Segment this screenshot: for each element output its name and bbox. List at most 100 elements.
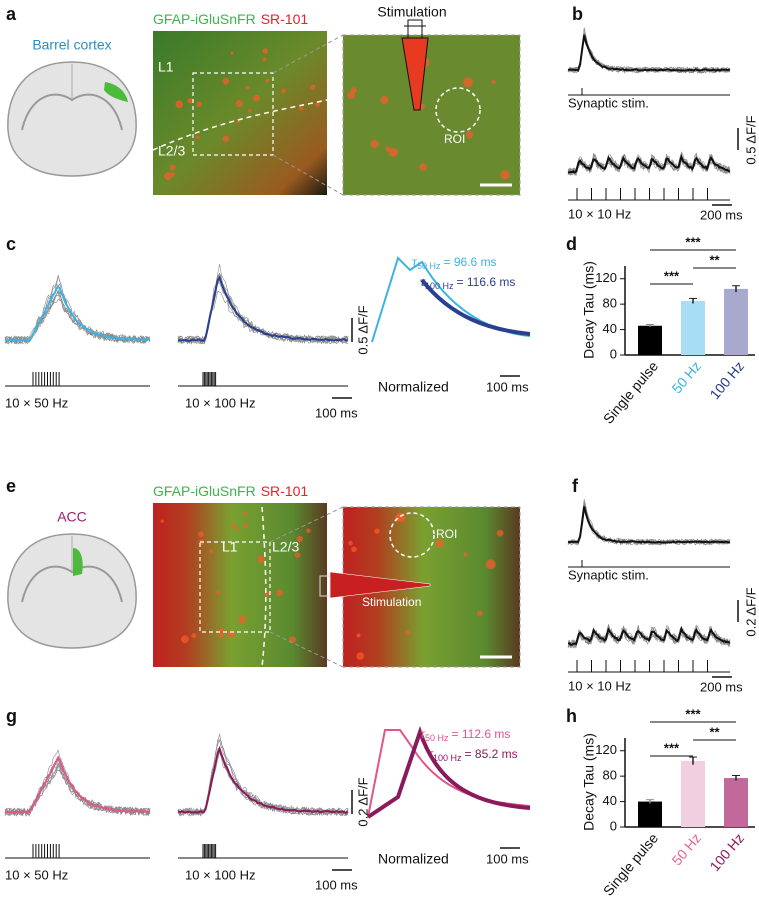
image-header: GFAP-iGluSnFR SR-101 (153, 483, 308, 499)
x-tick-label: 50 Hz (668, 830, 704, 868)
y-tick-label: 0 (610, 818, 617, 833)
roi-circle (389, 512, 435, 558)
y-axis-title: Decay Tau (ms) (581, 261, 597, 359)
panel-label: g (6, 706, 17, 726)
trace (4, 763, 151, 817)
scale-label: 100 ms (486, 379, 529, 394)
tau-label: τ100 Hz = 85.2 ms (428, 747, 518, 763)
tau-symbol: τ (420, 275, 426, 290)
cell (294, 552, 301, 559)
zoom-box (192, 72, 274, 156)
trace (4, 762, 151, 817)
cell (463, 77, 473, 88)
mean-trace (567, 34, 731, 72)
tau-subscript: 100 Hz (433, 753, 462, 763)
cell (245, 86, 250, 90)
dye-label: SR-101 (261, 11, 309, 27)
trace (567, 499, 731, 546)
y-tick-label: 0 (610, 346, 617, 361)
bar (724, 778, 748, 827)
trace-label: Synaptic stim. (568, 567, 649, 582)
scale-label: 100 ms (486, 851, 529, 866)
tau-value: = 112.6 ms (452, 727, 511, 741)
y-tick-label: 40 (603, 793, 617, 808)
bar (681, 300, 705, 355)
cell (238, 615, 246, 624)
cell (235, 100, 243, 108)
cell (160, 519, 164, 523)
cell (236, 119, 241, 124)
tau-label: τ50 Hz = 112.6 ms (420, 727, 510, 743)
tau-symbol: τ (428, 747, 434, 762)
scale-label: 0.2 ΔF/F (355, 777, 370, 826)
cell (419, 163, 427, 171)
electrode-top (319, 575, 331, 597)
stimulation-label: Stimulation (362, 595, 421, 609)
cell (491, 79, 496, 85)
indicator-label: GFAP-iGluSnFR (153, 11, 256, 27)
trace (4, 291, 151, 345)
roi-circle (435, 87, 481, 133)
trace (567, 28, 730, 74)
tau-symbol: τ (412, 255, 418, 270)
panel-group: a b c d Barrel cortex GFAP-iGluSnFR SR-101 L1 L2… (4, 4, 758, 427)
cell (243, 511, 247, 516)
cell (496, 529, 504, 537)
cell (306, 528, 311, 534)
trace (4, 759, 151, 817)
zoom-box (199, 541, 271, 633)
scale-label: 100 ms (315, 877, 358, 892)
stim-label: 10 × 50 Hz (5, 867, 68, 882)
cell (388, 147, 398, 157)
stim-label: 10 × 50 Hz (5, 395, 68, 410)
y-tick-label: 80 (603, 296, 617, 311)
electrode-top (404, 19, 426, 39)
cell (164, 172, 172, 181)
cell (169, 164, 176, 171)
layer-boundary (261, 506, 267, 668)
cell (198, 531, 204, 538)
bar (681, 760, 705, 827)
y-tick-label: 120 (595, 742, 617, 757)
layer-label: L1 (222, 539, 238, 555)
cell (347, 91, 355, 100)
cell (222, 135, 230, 142)
cell (385, 146, 391, 152)
trace (567, 27, 731, 74)
trace (4, 275, 151, 345)
mean-trace (567, 506, 731, 544)
stimulation-label: Stimulation (377, 4, 446, 20)
significance-label: ** (709, 252, 720, 267)
trace (567, 152, 731, 175)
cell (230, 51, 234, 55)
brain-outline (7, 533, 137, 649)
layer-label: L1 (158, 59, 174, 75)
dye-label: SR-101 (261, 483, 309, 499)
cell (299, 106, 304, 111)
significance-label: *** (664, 740, 680, 755)
panel-label: d (566, 234, 577, 254)
cell (262, 57, 267, 62)
cell (356, 633, 361, 638)
trace (4, 274, 151, 343)
panel-label: h (566, 706, 577, 726)
tau-label: τ100 Hz = 116.6 ms (420, 275, 515, 291)
bar (724, 288, 748, 355)
layer-boundary (152, 99, 328, 151)
cell (356, 652, 365, 660)
x-tick-label: 100 Hz (706, 358, 747, 402)
cell (209, 549, 214, 553)
norm-trace (366, 725, 531, 819)
region-patch (104, 82, 128, 102)
cell (315, 102, 320, 107)
stim-label: 10 × 10 Hz (568, 206, 631, 221)
cell (276, 589, 284, 597)
stim-label: 10 × 100 Hz (185, 867, 255, 882)
cell (247, 108, 252, 113)
cell (180, 635, 189, 644)
x-tick-label: Single pulse (600, 830, 661, 899)
layer-label: L2/3 (158, 143, 185, 159)
mean-trace (567, 153, 731, 174)
panel-label: f (572, 476, 579, 496)
scale-label: 0.5 ΔF/F (743, 115, 758, 164)
